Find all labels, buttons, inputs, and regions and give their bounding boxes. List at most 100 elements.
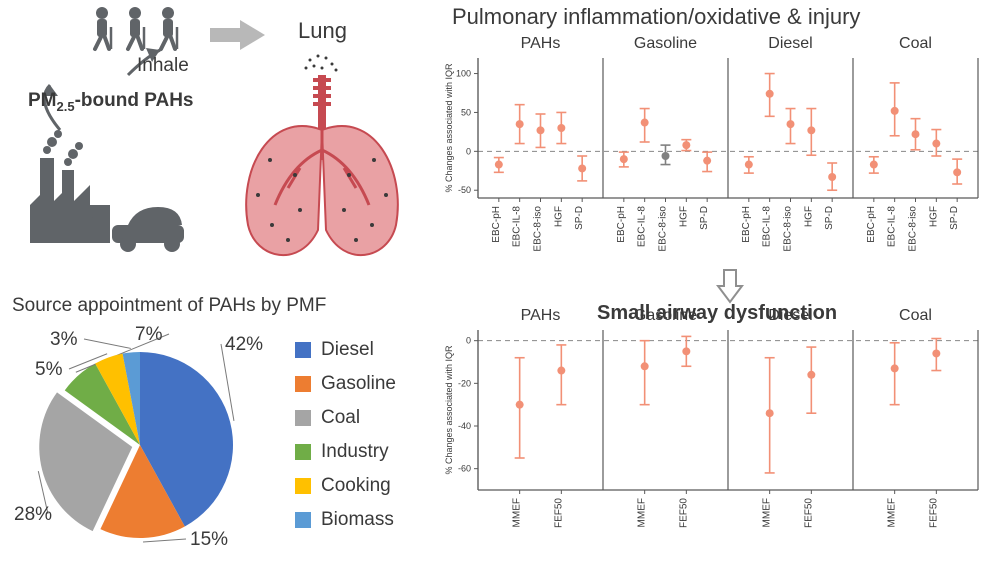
x-tick-label: HGF — [553, 206, 564, 227]
x-tick-label: FEF50 — [803, 498, 814, 528]
point-marker — [891, 364, 899, 372]
point-marker — [557, 367, 565, 375]
ytick: 0 — [466, 146, 471, 156]
ytick: 50 — [461, 107, 471, 117]
point-marker — [516, 120, 524, 128]
x-tick-label: SP-D — [699, 206, 710, 230]
x-tick-label: HGF — [803, 206, 814, 227]
y-axis-label: % Changes associated with IQR — [444, 345, 454, 475]
x-tick-label: SP-D — [574, 206, 585, 230]
x-tick-label: FEF50 — [553, 498, 564, 528]
x-tick-label: HGF — [928, 206, 939, 227]
point-marker — [766, 90, 774, 98]
group-label: PAHs — [521, 35, 561, 52]
pie-pct-gasoline: 15% — [190, 529, 228, 550]
x-tick-label: MMEF — [762, 498, 773, 527]
x-tick-label: EBC-8-iso — [783, 206, 794, 252]
point-marker — [932, 349, 940, 357]
ytick: -20 — [458, 378, 471, 388]
legend-swatch-gasoline — [295, 376, 311, 392]
point-marker — [641, 119, 649, 127]
point-marker — [745, 161, 753, 169]
legend-swatch-biomass — [295, 512, 311, 528]
bottom-forest-plot: % Changes associated with IQR -60 -40 -20 0 P… — [440, 300, 1000, 560]
x-tick-label: EBC-pH — [616, 206, 627, 243]
pie-pct-diesel: 42% — [225, 334, 263, 355]
legend-label-cooking: Cooking — [321, 475, 391, 496]
x-tick-label: MMEF — [637, 498, 648, 527]
x-tick-label: EBC-IL-8 — [887, 206, 898, 248]
point-marker — [495, 161, 503, 169]
x-tick-label: EBC-IL-8 — [512, 206, 523, 248]
group-label: PAHs — [521, 307, 561, 324]
point-marker — [620, 155, 628, 163]
point-marker — [557, 124, 565, 132]
ytick: -40 — [458, 421, 471, 431]
point-marker — [682, 141, 690, 149]
legend-label-biomass: Biomass — [321, 509, 394, 530]
x-tick-label: EBC-8-iso — [908, 206, 919, 252]
top-forest-plot: % Changes associated with IQR -50 0 50 100 PA… — [440, 28, 1000, 288]
point-marker — [662, 152, 670, 160]
point-marker — [703, 157, 711, 165]
ytick: 100 — [456, 69, 471, 79]
point-marker — [870, 161, 878, 169]
pie-pct-cooking: 5% — [35, 359, 63, 380]
group-label: Coal — [899, 307, 932, 324]
point-marker — [932, 140, 940, 148]
x-tick-label: MMEF — [887, 498, 898, 527]
x-tick-label: MMEF — [512, 498, 523, 527]
x-tick-label: EBC-pH — [741, 206, 752, 243]
pie-pct-coal: 28% — [14, 504, 52, 525]
group-label: Coal — [899, 35, 932, 52]
x-tick-label: FEF50 — [678, 498, 689, 528]
x-tick-label: SP-D — [949, 206, 960, 230]
point-marker — [953, 168, 961, 176]
x-tick-label: SP-D — [824, 206, 835, 230]
group-label: Gasoline — [634, 35, 697, 52]
ytick: -60 — [458, 464, 471, 474]
legend-label-industry: Industry — [321, 441, 389, 462]
legend-swatch-industry — [295, 444, 311, 460]
schematic-top-left — [0, 0, 450, 290]
group-label: Diesel — [768, 307, 812, 324]
lung-label: Lung — [298, 18, 347, 44]
point-marker — [682, 347, 690, 355]
point-marker — [912, 130, 920, 138]
pie-pct-industry: 7% — [135, 324, 163, 345]
group-label: Gasoline — [634, 307, 697, 324]
point-marker — [807, 126, 815, 134]
legend-label-gasoline: Gasoline — [321, 373, 396, 394]
point-marker — [537, 126, 545, 134]
point-marker — [641, 362, 649, 370]
point-marker — [766, 409, 774, 417]
pm25-label: PM2.5-bound PAHs — [28, 90, 194, 114]
point-marker — [891, 107, 899, 115]
pie-chart: 42% 15% 28% 7% 5% 3% Diesel Gasoline Coal Industr… — [0, 300, 450, 560]
lung-icon — [246, 55, 398, 256]
ytick: 0 — [466, 336, 471, 346]
point-marker — [828, 173, 836, 181]
legend-swatch-coal — [295, 410, 311, 426]
y-axis-label: % Changes associated with IQR — [444, 63, 454, 193]
ytick: -50 — [458, 185, 471, 195]
people-icon — [95, 7, 177, 49]
x-tick-label: EBC-pH — [866, 206, 877, 243]
x-tick-label: EBC-8-iso — [533, 206, 544, 252]
x-tick-label: EBC-IL-8 — [762, 206, 773, 248]
point-marker — [787, 120, 795, 128]
point-marker — [807, 371, 815, 379]
legend-swatch-diesel — [295, 342, 311, 358]
legend-label-coal: Coal — [321, 407, 360, 428]
point-marker — [516, 401, 524, 409]
x-tick-label: EBC-8-iso — [658, 206, 669, 252]
group-label: Diesel — [768, 35, 812, 52]
x-tick-label: HGF — [678, 206, 689, 227]
x-tick-label: EBC-IL-8 — [637, 206, 648, 248]
top-panel-title: Pulmonary inflammation/oxidative & injur… — [452, 4, 860, 30]
legend-label-diesel: Diesel — [321, 339, 374, 360]
arrow-to-lung-icon — [210, 20, 265, 50]
pie-pct-biomass: 3% — [50, 329, 78, 350]
x-tick-label: EBC-pH — [491, 206, 502, 243]
point-marker — [578, 164, 586, 172]
